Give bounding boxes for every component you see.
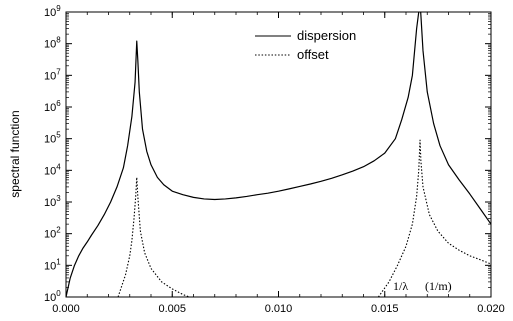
y-tick-exponent: 5 — [56, 131, 61, 140]
legend: dispersion offset — [255, 28, 356, 62]
y-tick-exponent: 3 — [56, 194, 61, 203]
annotation-units: (1/m) — [425, 279, 452, 293]
y-tick-exponent: 0 — [56, 289, 61, 298]
x-tick-label: 0.015 — [371, 303, 399, 315]
y-tick-exponent: 6 — [56, 99, 61, 108]
annotation-inverse-lambda: 1/λ — [393, 279, 408, 293]
x-tick-label: 0.020 — [477, 303, 505, 315]
x-tick-label: 0.000 — [52, 303, 80, 315]
series-line-offset — [117, 139, 491, 297]
y-tick-exponent: 9 — [56, 4, 61, 13]
y-tick-exponent: 4 — [56, 162, 61, 171]
y-tick-exponent: 7 — [56, 67, 61, 76]
x-tick-label: 0.010 — [265, 303, 293, 315]
y-tick-exponent: 8 — [56, 36, 61, 45]
legend-label-dispersion: dispersion — [297, 28, 356, 43]
y-tick-exponent: 1 — [56, 257, 61, 266]
series-line-dispersion — [66, 12, 491, 297]
legend-label-offset: offset — [297, 47, 329, 62]
y-tick-exponent: 2 — [56, 226, 61, 235]
y-axis-label: spectral function — [8, 110, 22, 197]
x-tick-label: 0.005 — [158, 303, 186, 315]
